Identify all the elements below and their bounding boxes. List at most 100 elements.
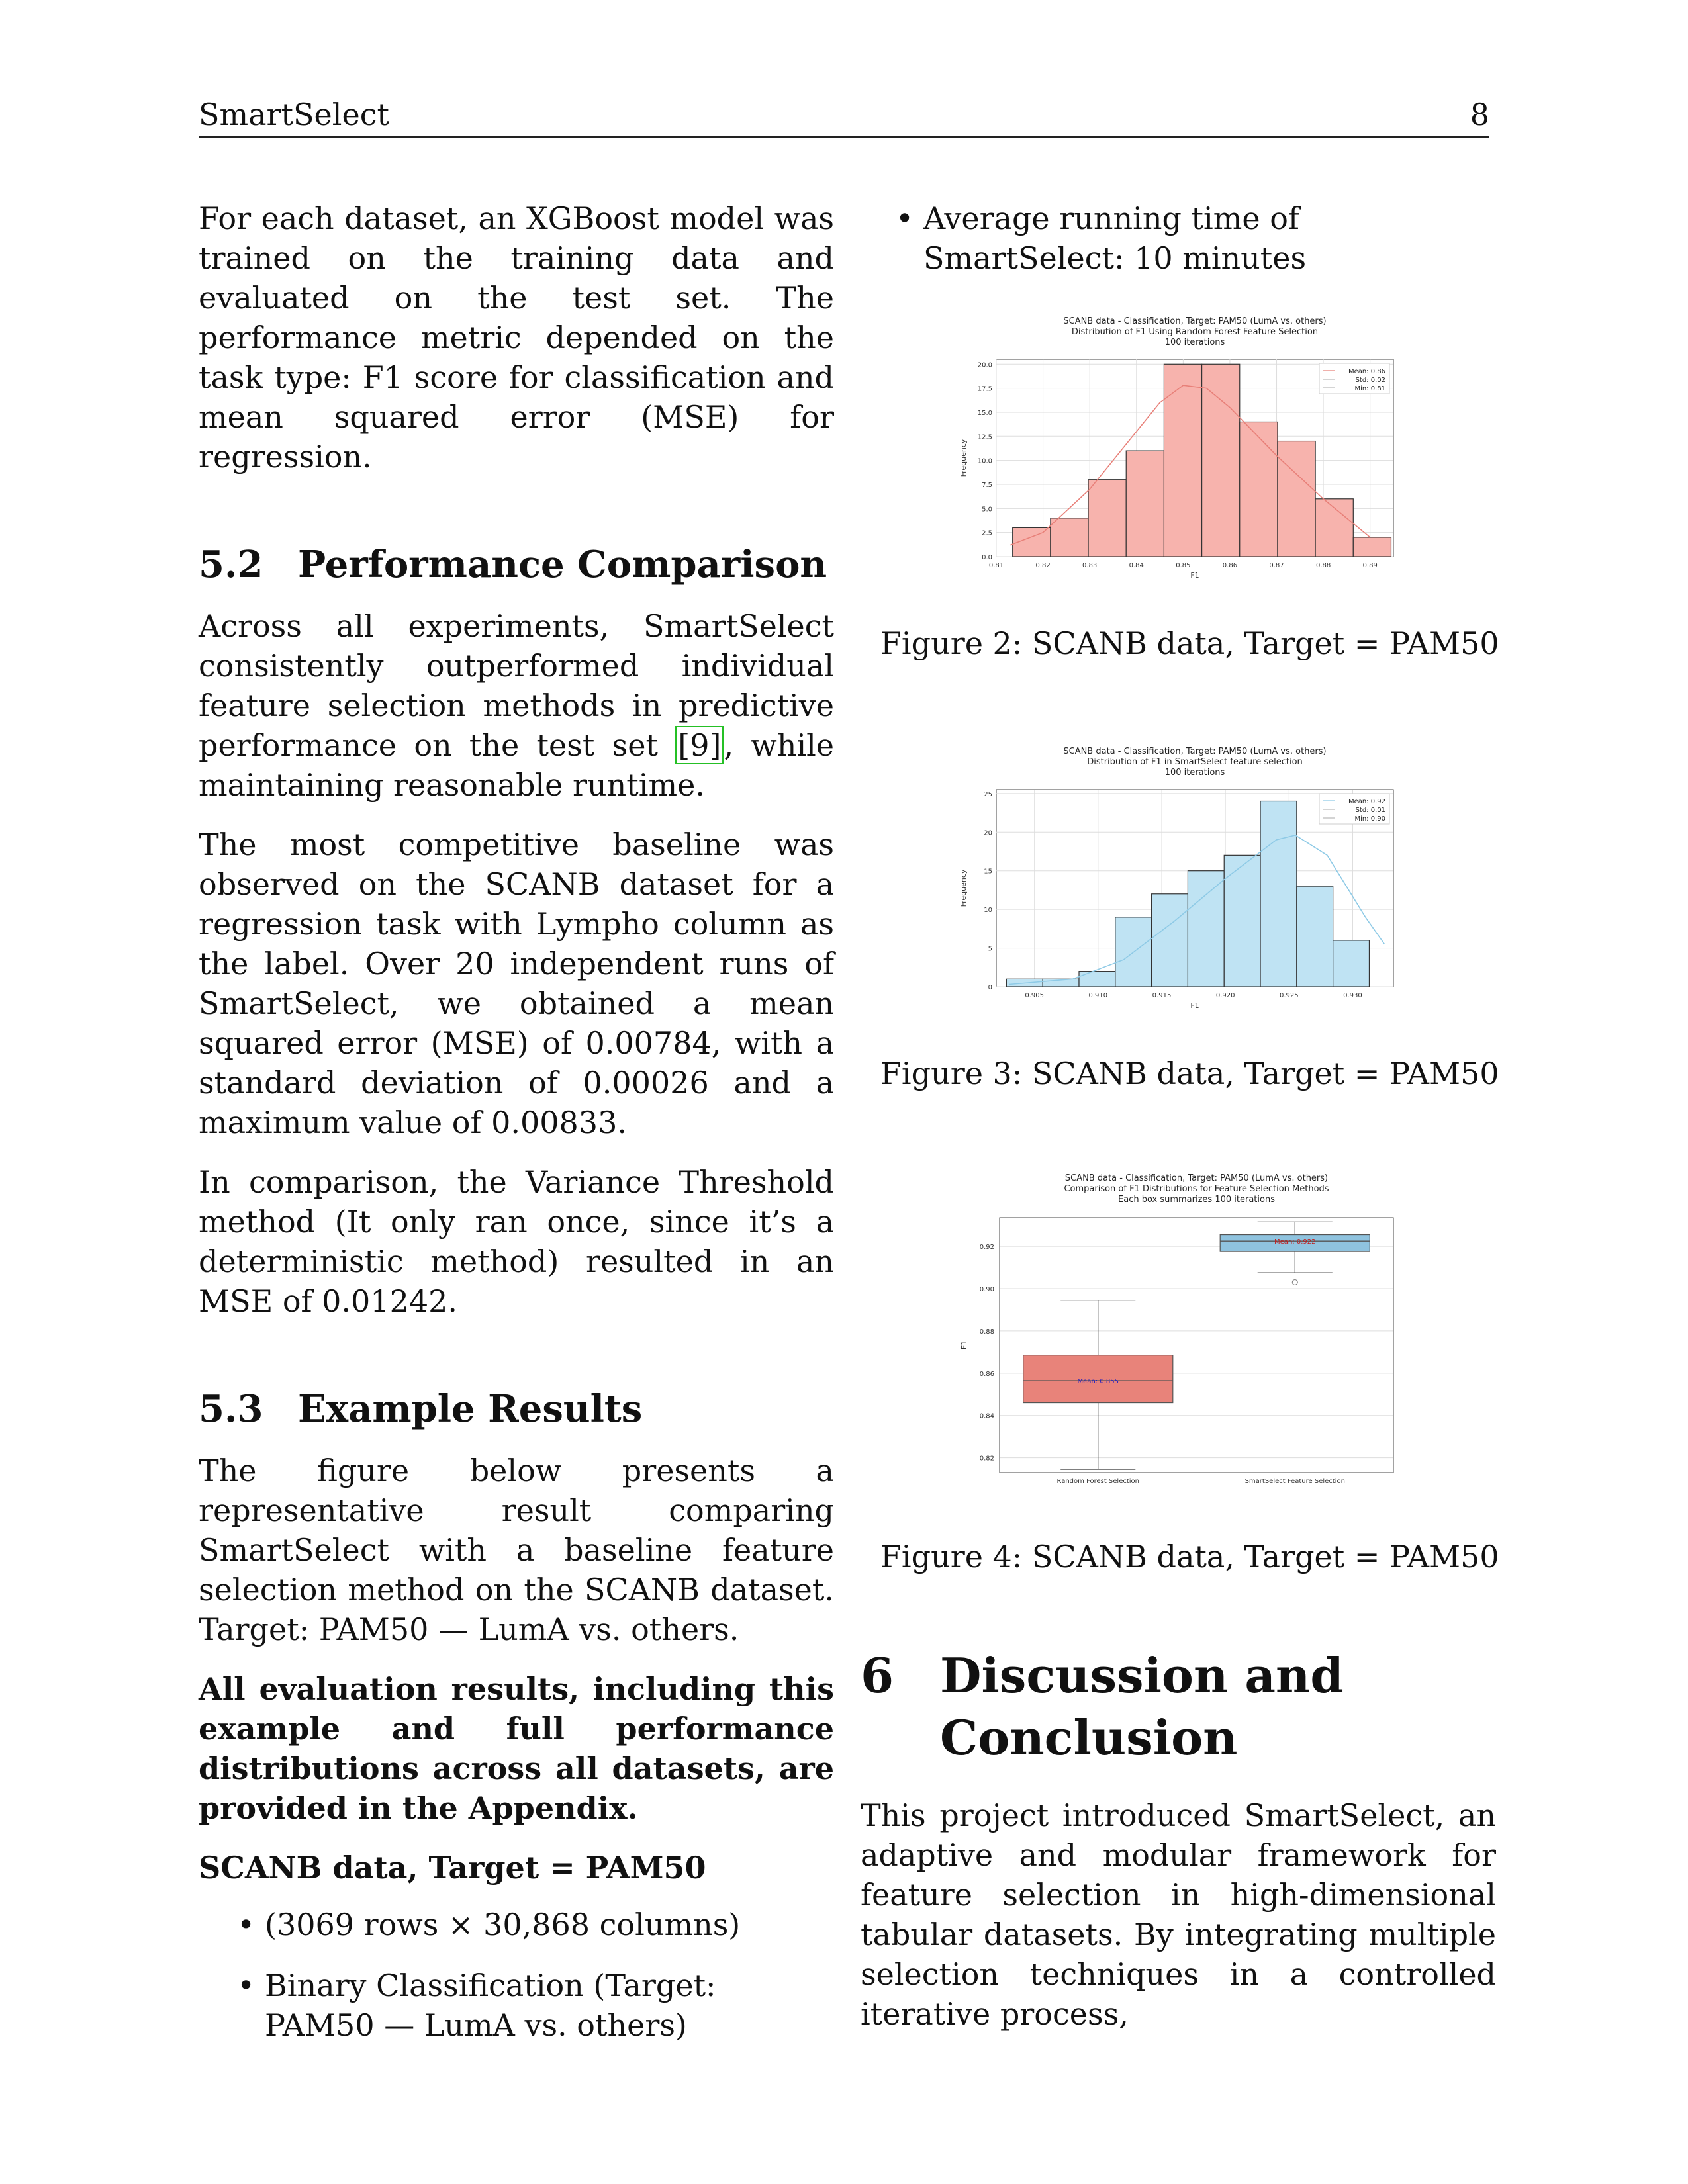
section-title: Discussion and Conclusion	[940, 1647, 1344, 1766]
section-number: 5.2	[199, 543, 263, 586]
figure-2-histogram: SCANB data - Classification, Target: PAM…	[959, 316, 1394, 580]
paragraph-text: , while maintaining reasonable runtime.	[199, 727, 834, 803]
chart-title: Distribution of F1 in SmartSelect featur…	[1087, 757, 1303, 767]
chart-title: SCANB data - Classification, Target: PAM…	[1063, 316, 1326, 326]
section-number: 6	[861, 1647, 894, 1704]
section-title: Performance Comparison	[298, 543, 827, 586]
x-axis-label: F1	[1190, 571, 1199, 580]
running-header: SmartSelect 8	[199, 97, 1489, 138]
mean-label: Mean: 0.922	[1274, 1238, 1315, 1246]
histogram-bar	[1352, 537, 1392, 557]
section-heading-5-3: 5.3 Example Results	[199, 1387, 834, 1431]
legend-entry: Min: 0.90	[1354, 815, 1385, 823]
histogram-bar	[1125, 450, 1165, 557]
y-tick-label: 5.0	[982, 506, 992, 513]
outlier-point	[1291, 1279, 1298, 1285]
x-tick-label: 0.87	[1269, 562, 1284, 569]
section-heading-6: 6 Discussion and Conclusion	[861, 1645, 1496, 1769]
section-heading-5-2: 5.2 Performance Comparison	[199, 543, 834, 586]
histogram-bar	[1296, 886, 1334, 987]
y-tick-label: 0.88	[980, 1328, 994, 1336]
runtime-bullet-list: Average running time of SmartSelect: 10 …	[896, 199, 1496, 278]
citation-link[interactable]: [9]	[675, 726, 724, 764]
histogram-bar	[1201, 363, 1241, 557]
list-item: (3069 rows × 30,868 columns)	[237, 1905, 834, 1944]
y-tick-label: 0	[988, 984, 992, 991]
performance-paragraph-2: The most competitive baseline was observ…	[199, 827, 834, 1140]
y-tick-label: 15.0	[978, 410, 992, 417]
x-tick-label: 0.82	[1035, 562, 1050, 569]
histogram-bar	[1260, 800, 1297, 987]
page-number: 8	[1470, 97, 1489, 132]
right-top: Average running time of SmartSelect: 10 …	[896, 199, 1496, 299]
histogram-bar	[1151, 893, 1189, 987]
figure-4-caption: Figure 4: SCANB data, Target = PAM50	[880, 1539, 1499, 1574]
x-tick-label: Random Forest Selection	[1056, 1478, 1139, 1485]
x-tick-label: 0.930	[1343, 992, 1362, 999]
kde-curve	[1009, 385, 1371, 546]
y-tick-label: 0.86	[980, 1371, 994, 1378]
figure-2-caption: Figure 2: SCANB data, Target = PAM50	[880, 625, 1499, 661]
x-tick-label: 0.86	[1223, 562, 1237, 569]
kde-curve	[1009, 835, 1385, 985]
legend-box	[1319, 363, 1390, 394]
chart-title: Distribution of F1 Using Random Forest F…	[1072, 327, 1318, 337]
histogram-bar	[1277, 440, 1316, 557]
x-axis-label: F1	[1190, 1001, 1199, 1010]
y-axis-label: Frequency	[959, 869, 968, 907]
x-tick-label: 0.905	[1025, 992, 1044, 999]
x-tick-label: 0.89	[1363, 562, 1378, 569]
header-title: SmartSelect	[199, 97, 389, 132]
y-tick-label: 10.0	[978, 458, 992, 465]
y-tick-label: 0.84	[980, 1413, 994, 1420]
x-tick-label: 0.925	[1280, 992, 1299, 999]
x-tick-label: 0.88	[1316, 562, 1331, 569]
legend-entry: Min: 0.81	[1354, 385, 1385, 392]
legend-entry: Std: 0.01	[1356, 807, 1385, 814]
dataset-bullet-list: (3069 rows × 30,868 columns) Binary Clas…	[237, 1905, 834, 2045]
x-tick-label: 0.81	[989, 562, 1004, 569]
appendix-note: All evaluation results, including this e…	[199, 1671, 834, 1826]
legend-entry: Std: 0.02	[1356, 377, 1385, 384]
discussion-paragraph: This project introduced SmartSelect, an …	[861, 1797, 1496, 2032]
example-paragraph: The figure below presents a representati…	[199, 1453, 834, 1647]
y-tick-label: 0.90	[980, 1286, 994, 1293]
y-tick-label: 17.5	[978, 386, 992, 393]
performance-paragraph-3: In comparison, the Variance Threshold me…	[199, 1164, 834, 1319]
section-title: Example Results	[298, 1387, 643, 1431]
y-tick-label: 12.5	[978, 433, 992, 441]
figure-4-boxplot: SCANB data - Classification, Target: PAM…	[960, 1173, 1394, 1485]
box	[1023, 1355, 1174, 1404]
legend-entry: Mean: 0.86	[1348, 368, 1385, 375]
x-tick-label: 0.84	[1129, 562, 1144, 569]
y-tick-label: 10	[984, 907, 992, 914]
list-item: Binary Classification (Target: PAM50 — L…	[237, 1966, 834, 2045]
x-tick-label: SmartSelect Feature Selection	[1245, 1478, 1345, 1485]
chart-title: SCANB data - Classification, Target: PAM…	[1065, 1173, 1328, 1183]
x-tick-label: 0.83	[1082, 562, 1097, 569]
intro-paragraph: For each dataset, an XGBoost model was t…	[199, 201, 834, 475]
section-number: 5.3	[199, 1387, 263, 1431]
chart-title: SCANB data - Classification, Target: PAM…	[1063, 747, 1326, 756]
chart-title: Each box summarizes 100 iterations	[1118, 1195, 1275, 1205]
y-tick-label: 5	[988, 946, 992, 953]
dataset-heading: SCANB data, Target = PAM50	[199, 1850, 706, 1886]
left-column: For each dataset, an XGBoost model was t…	[199, 199, 834, 2066]
y-tick-label: 15	[984, 868, 992, 876]
histogram-bar	[1078, 971, 1116, 987]
y-tick-label: 25	[984, 791, 992, 798]
box	[1219, 1234, 1370, 1252]
x-tick-label: 0.920	[1216, 992, 1235, 999]
y-tick-label: 2.5	[982, 530, 992, 537]
histogram-bar	[1223, 854, 1261, 987]
histogram-bar	[1239, 421, 1278, 557]
figure-3-caption: Figure 3: SCANB data, Target = PAM50	[880, 1056, 1499, 1091]
x-tick-label: 0.85	[1176, 562, 1190, 569]
histogram-bar	[1163, 363, 1203, 557]
figure-3-histogram: SCANB data - Classification, Target: PAM…	[959, 747, 1394, 1010]
histogram-bar	[1088, 479, 1127, 557]
performance-paragraph-1: Across all experiments, SmartSelect cons…	[199, 606, 834, 805]
y-tick-label: 0.92	[980, 1244, 994, 1251]
section-6: 6 Discussion and Conclusion This project …	[861, 1645, 1496, 2054]
legend-entry: Mean: 0.92	[1348, 798, 1385, 805]
